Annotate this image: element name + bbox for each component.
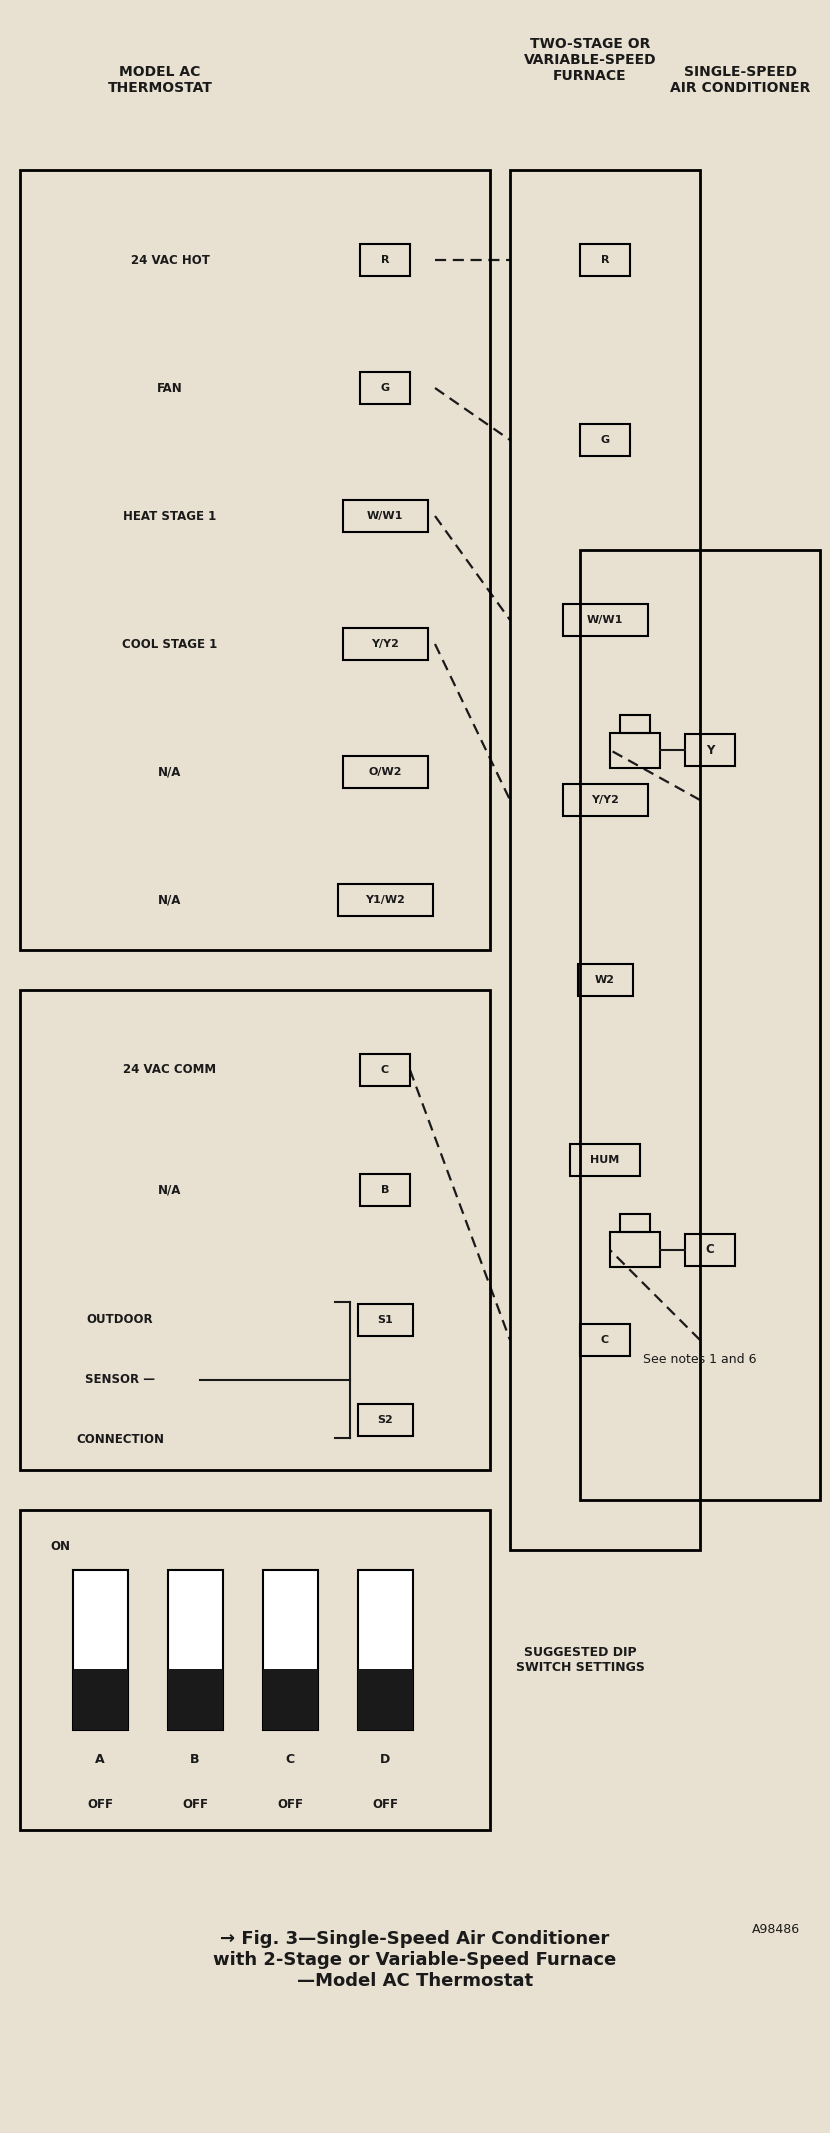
Bar: [358, 1670, 413, 1730]
Bar: [685, 734, 735, 766]
Text: R: R: [381, 256, 389, 264]
Text: CONNECTION: CONNECTION: [76, 1433, 164, 1446]
Bar: [580, 550, 820, 1499]
Bar: [610, 732, 660, 768]
Text: OUTDOOR: OUTDOOR: [86, 1314, 154, 1327]
Text: W2: W2: [595, 975, 615, 985]
Text: OFF: OFF: [277, 1798, 303, 1811]
Text: G: G: [380, 384, 389, 392]
Bar: [360, 371, 410, 403]
Text: Y/Y2: Y/Y2: [591, 796, 619, 804]
Bar: [168, 1570, 222, 1730]
Text: W/W1: W/W1: [367, 512, 403, 520]
Text: A98486: A98486: [752, 1924, 800, 1937]
Text: TWO-STAGE OR
VARIABLE-SPEED
FURNACE: TWO-STAGE OR VARIABLE-SPEED FURNACE: [524, 36, 657, 83]
Bar: [358, 1303, 413, 1335]
Bar: [262, 1670, 318, 1730]
Text: A: A: [95, 1753, 105, 1766]
Bar: [563, 785, 647, 817]
Bar: [343, 499, 427, 531]
Text: R: R: [601, 256, 609, 264]
Bar: [358, 1404, 413, 1436]
Text: 24 VAC COMM: 24 VAC COMM: [124, 1064, 217, 1077]
Text: O/W2: O/W2: [369, 768, 402, 776]
Bar: [580, 1325, 630, 1357]
Bar: [360, 1173, 410, 1205]
Text: FAN: FAN: [157, 382, 183, 395]
Text: C: C: [601, 1335, 609, 1346]
Text: See notes 1 and 6: See notes 1 and 6: [643, 1354, 757, 1367]
Text: C: C: [706, 1244, 715, 1256]
Text: 24 VAC HOT: 24 VAC HOT: [130, 254, 209, 267]
Text: N/A: N/A: [159, 1184, 182, 1197]
Text: B: B: [381, 1186, 389, 1194]
Bar: [20, 171, 490, 949]
Text: G: G: [600, 435, 609, 446]
Text: COOL STAGE 1: COOL STAGE 1: [122, 638, 217, 651]
Text: → Fig. 3—Single-Speed Air Conditioner
with 2-Stage or Variable-Speed Furnace
—Mo: → Fig. 3—Single-Speed Air Conditioner wi…: [213, 1930, 617, 1990]
Bar: [360, 243, 410, 275]
Text: OFF: OFF: [372, 1798, 398, 1811]
Text: S1: S1: [377, 1316, 393, 1325]
Text: C: C: [381, 1064, 389, 1075]
Text: B: B: [190, 1753, 200, 1766]
Bar: [510, 171, 700, 1551]
Text: Y/Y2: Y/Y2: [371, 640, 399, 648]
Bar: [343, 755, 427, 787]
Text: HUM: HUM: [590, 1154, 620, 1165]
Bar: [685, 1235, 735, 1267]
Text: W/W1: W/W1: [587, 614, 623, 625]
Text: S2: S2: [377, 1414, 393, 1425]
Text: N/A: N/A: [159, 766, 182, 779]
Text: SUGGESTED DIP
SWITCH SETTINGS: SUGGESTED DIP SWITCH SETTINGS: [515, 1647, 644, 1674]
Bar: [360, 1054, 410, 1086]
Bar: [563, 604, 647, 636]
Bar: [262, 1570, 318, 1730]
Bar: [168, 1670, 222, 1730]
Bar: [620, 715, 650, 732]
Text: MODEL AC
THERMOSTAT: MODEL AC THERMOSTAT: [108, 64, 212, 96]
Text: ON: ON: [50, 1540, 70, 1553]
Bar: [610, 1233, 660, 1267]
Bar: [570, 1143, 640, 1175]
Bar: [72, 1670, 128, 1730]
Text: D: D: [380, 1753, 390, 1766]
Bar: [620, 1214, 650, 1233]
Text: SENSOR —: SENSOR —: [85, 1374, 155, 1386]
Bar: [578, 964, 632, 996]
Text: C: C: [286, 1753, 295, 1766]
Text: SINGLE-SPEED
AIR CONDITIONER: SINGLE-SPEED AIR CONDITIONER: [670, 64, 810, 96]
Text: N/A: N/A: [159, 894, 182, 907]
Text: Y: Y: [706, 744, 714, 757]
Bar: [358, 1570, 413, 1730]
Text: OFF: OFF: [182, 1798, 208, 1811]
Bar: [343, 627, 427, 659]
Text: Y1/W2: Y1/W2: [365, 896, 405, 904]
Bar: [580, 424, 630, 456]
Bar: [20, 1510, 490, 1830]
Text: HEAT STAGE 1: HEAT STAGE 1: [124, 510, 217, 523]
Bar: [72, 1570, 128, 1730]
Bar: [338, 883, 432, 915]
Bar: [580, 243, 630, 275]
Bar: [20, 990, 490, 1470]
Text: OFF: OFF: [87, 1798, 113, 1811]
